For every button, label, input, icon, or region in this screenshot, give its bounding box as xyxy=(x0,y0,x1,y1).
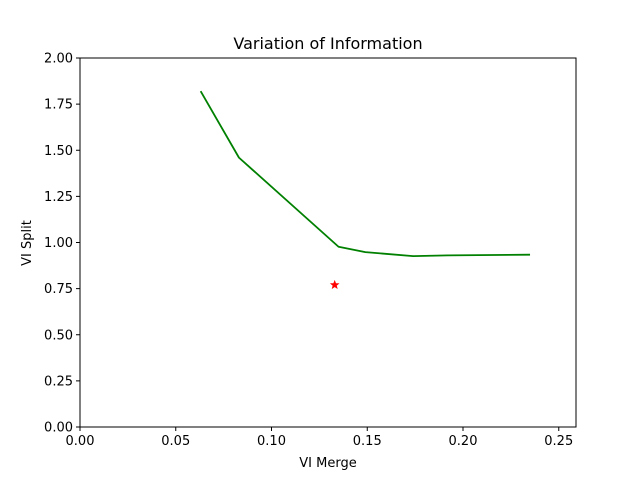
y-tick-label: 0.00 xyxy=(44,421,73,436)
x-tick-label: 0.15 xyxy=(353,434,382,449)
series-line xyxy=(199,90,531,258)
x-tick-label: 0.05 xyxy=(161,434,190,449)
chart-title: Variation of Information xyxy=(233,34,422,53)
plot-area xyxy=(199,90,531,290)
x-tick-label: 0.10 xyxy=(257,434,286,449)
plot-frame xyxy=(79,57,577,428)
y-axis-label: VI Split xyxy=(20,220,35,266)
y-axis: 0.00 0.25 0.50 0.75 1.00 1.25 1.50 1.75 2.00 xyxy=(44,52,80,436)
x-axis-label: VI Merge xyxy=(299,456,356,471)
y-tick-label: 2.00 xyxy=(44,52,73,67)
y-tick-label: 0.25 xyxy=(44,374,73,389)
y-tick-label: 1.50 xyxy=(44,144,73,159)
y-tick-label: 0.75 xyxy=(44,282,73,297)
star-marker xyxy=(329,279,340,290)
y-tick-label: 0.50 xyxy=(44,328,73,343)
y-tick-label: 1.75 xyxy=(44,98,73,113)
y-tick-label: 1.00 xyxy=(44,236,73,251)
x-axis: 0.00 0.05 0.10 0.15 0.20 0.25 xyxy=(66,427,573,449)
x-tick-label: 0.00 xyxy=(66,434,95,449)
y-tick-label: 1.25 xyxy=(44,190,73,205)
x-tick-label: 0.20 xyxy=(449,434,478,449)
x-tick-label: 0.25 xyxy=(544,434,573,449)
